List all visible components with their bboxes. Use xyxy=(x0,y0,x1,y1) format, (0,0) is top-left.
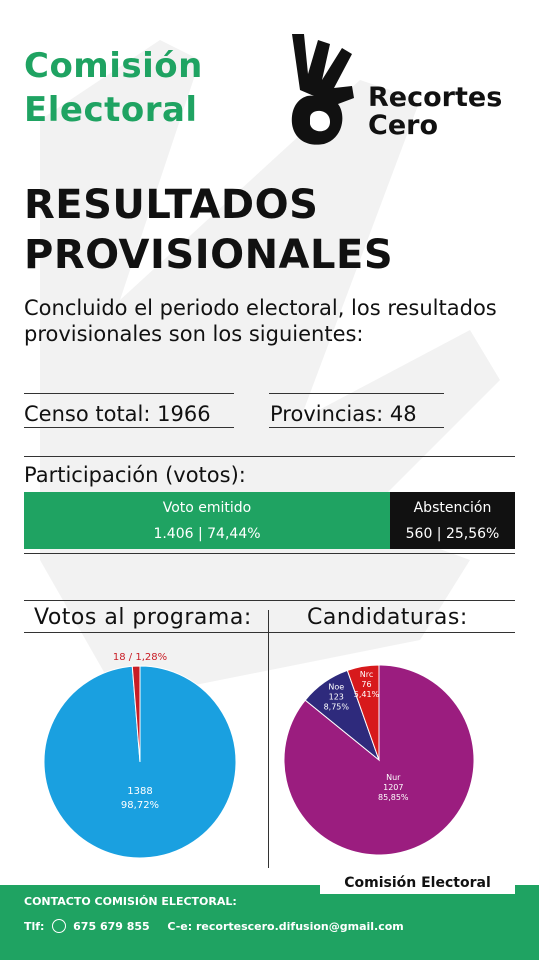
pie-slice-2 xyxy=(346,664,380,761)
divider xyxy=(24,553,515,554)
programa-pie-chart: 1388 98,72% 18 / 1,28% xyxy=(43,652,237,859)
divider xyxy=(24,393,234,394)
provincias: Provincias: 48 xyxy=(270,402,417,426)
participacion-bar: Voto emitido 1.406 | 74,44% Abstención 5… xyxy=(24,492,515,549)
slice-label-percent-0: 85,85% xyxy=(378,793,409,802)
logo-wordmark: Recortes Cero xyxy=(368,84,502,140)
slice-label-percent-2: 5,41% xyxy=(354,690,380,699)
footer-contact-title: CONTACTO COMISIÓN ELECTORAL: xyxy=(24,895,237,908)
pie-slice-1 xyxy=(131,665,141,763)
voto-emitido-value: 1.406 | 74,44% xyxy=(153,526,261,542)
org-title-line1: Comisión xyxy=(24,46,203,86)
intro-text: Concluido el periodo electoral, los resu… xyxy=(24,296,497,346)
org-title: Comisión Electoral xyxy=(24,44,203,132)
logo-line2: Cero xyxy=(368,110,438,141)
org-title-line2: Electoral xyxy=(24,90,198,130)
email-label: C-e: xyxy=(167,920,193,933)
footer: CONTACTO COMISIÓN ELECTORAL: Tlf: 675 67… xyxy=(0,885,539,960)
tlf-label: Tlf: xyxy=(24,920,45,933)
voto-emitido-segment: Voto emitido 1.406 | 74,44% xyxy=(24,492,390,549)
slice-label-value-2: 76 xyxy=(361,680,371,689)
divider xyxy=(24,600,515,601)
slice-label-value-0: 1207 xyxy=(383,783,403,792)
abstencion-value: 560 | 25,56% xyxy=(405,526,500,542)
divider xyxy=(24,632,515,633)
slice-label-percent-1: 8,75% xyxy=(324,702,350,711)
recortes-cero-logo-icon xyxy=(291,34,354,145)
slice-label-name-2: Nrc xyxy=(360,670,374,679)
programa-section-title: Votos al programa: xyxy=(34,605,252,630)
participacion-label: Participación (votos): xyxy=(24,463,246,487)
slice-label-name-1: Noe xyxy=(328,682,344,691)
divider xyxy=(269,393,444,394)
page-title: RESULTADOS PROVISIONALES xyxy=(24,180,393,280)
phone-number[interactable]: 675 679 855 xyxy=(73,920,150,933)
abstencion-label: Abstención xyxy=(413,500,492,516)
footer-contact-line: Tlf: 675 679 855 C-e: recortescero.difus… xyxy=(24,919,404,933)
divider xyxy=(24,456,515,457)
abstencion-segment: Abstención 560 | 25,56% xyxy=(390,492,515,549)
divider xyxy=(269,427,444,428)
censo-total: Censo total: 1966 xyxy=(24,402,211,426)
footer-badge: Comisión Electoral xyxy=(320,873,515,894)
slice-label-name-0: Nur xyxy=(386,773,401,782)
slice-label-percent: 98,72% xyxy=(121,800,159,811)
logo-line1: Recortes xyxy=(368,82,503,113)
slice-label-value-1: 123 xyxy=(329,692,344,701)
voto-emitido-label: Voto emitido xyxy=(162,500,252,516)
page-title-line2: PROVISIONALES xyxy=(24,232,394,278)
divider xyxy=(24,427,234,428)
section-divider xyxy=(268,610,269,868)
candidaturas-section-title: Candidaturas: xyxy=(307,605,468,630)
slice-label-small: 18 / 1,28% xyxy=(113,652,167,663)
page-title-line1: RESULTADOS xyxy=(24,182,319,228)
email-address[interactable]: recortescero.difusion@gmail.com xyxy=(195,920,404,933)
whatsapp-icon xyxy=(52,919,67,933)
slice-label-value: 1388 xyxy=(127,786,152,797)
